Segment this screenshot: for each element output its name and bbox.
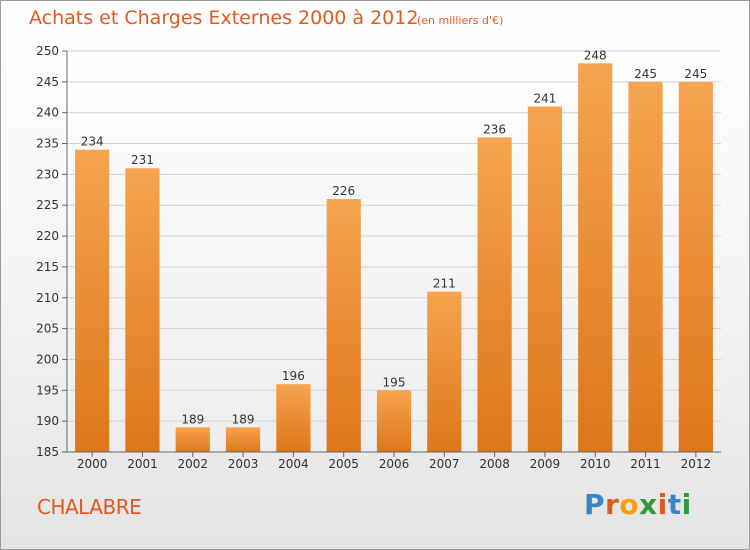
y-tick-label: 240 bbox=[36, 106, 59, 120]
commune-name: CHALABRE bbox=[37, 495, 142, 519]
y-tick-label: 190 bbox=[36, 414, 59, 428]
y-tick-label: 250 bbox=[36, 44, 59, 58]
chart-title: Achats et Charges Externes 2000 à 2012 bbox=[29, 7, 419, 29]
bar bbox=[527, 106, 563, 453]
bar-value-label: 248 bbox=[584, 48, 607, 62]
x-tick-label: 2010 bbox=[580, 457, 611, 471]
y-tick-label: 245 bbox=[36, 75, 59, 89]
bar-value-label: 189 bbox=[232, 412, 255, 426]
y-tick-label: 225 bbox=[36, 198, 59, 212]
bar bbox=[427, 291, 462, 452]
x-tick-label: 2007 bbox=[429, 457, 460, 471]
bar bbox=[578, 63, 613, 452]
bar bbox=[678, 81, 713, 452]
y-tick-label: 185 bbox=[36, 445, 59, 459]
y-tick-label: 220 bbox=[36, 229, 59, 243]
y-tick-label: 235 bbox=[36, 137, 59, 151]
x-tick-label: 2003 bbox=[228, 457, 259, 471]
bar-value-label: 245 bbox=[684, 67, 707, 81]
bar-value-label: 245 bbox=[634, 67, 657, 81]
x-tick-label: 2004 bbox=[278, 457, 309, 471]
x-tick-label: 2002 bbox=[177, 457, 208, 471]
bar-value-label: 211 bbox=[433, 277, 456, 291]
y-tick-label: 200 bbox=[36, 352, 59, 366]
bar bbox=[175, 427, 210, 452]
bar-value-label: 196 bbox=[282, 369, 305, 383]
bar bbox=[628, 81, 663, 452]
proxiti-logo: Proxiti bbox=[584, 488, 692, 521]
y-tick-label: 205 bbox=[36, 322, 59, 336]
y-tick-label: 215 bbox=[36, 260, 59, 274]
bar-value-label: 241 bbox=[533, 92, 556, 106]
bar bbox=[225, 427, 261, 452]
bar bbox=[376, 390, 412, 452]
chart-subtitle: (en milliers d'€) bbox=[417, 14, 504, 27]
bar bbox=[276, 384, 311, 452]
x-tick-label: 2000 bbox=[77, 457, 108, 471]
x-tick-label: 2006 bbox=[379, 457, 410, 471]
x-tick-label: 2009 bbox=[530, 457, 561, 471]
bar bbox=[75, 149, 110, 452]
bar-value-label: 234 bbox=[81, 135, 104, 149]
x-tick-label: 2008 bbox=[479, 457, 510, 471]
bar bbox=[125, 168, 160, 452]
x-tick-label: 2005 bbox=[328, 457, 359, 471]
y-tick-label: 195 bbox=[36, 383, 59, 397]
bar-value-label: 226 bbox=[332, 184, 355, 198]
bar-value-label: 189 bbox=[181, 412, 204, 426]
x-tick-label: 2011 bbox=[630, 457, 661, 471]
bar bbox=[477, 137, 512, 452]
y-tick-label: 210 bbox=[36, 291, 59, 305]
bar-value-label: 236 bbox=[483, 122, 506, 136]
bar-value-label: 195 bbox=[383, 375, 406, 389]
bar bbox=[326, 199, 361, 452]
x-tick-label: 2001 bbox=[127, 457, 158, 471]
x-tick-label: 2012 bbox=[681, 457, 712, 471]
y-tick-label: 230 bbox=[36, 167, 59, 181]
bar-value-label: 231 bbox=[131, 153, 154, 167]
